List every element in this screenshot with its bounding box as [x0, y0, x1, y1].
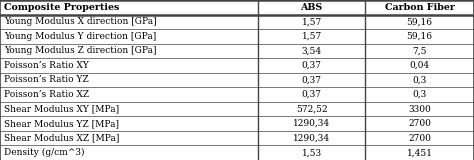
Bar: [365, 29, 474, 44]
Bar: [0, 44, 258, 58]
Text: 3300: 3300: [408, 105, 431, 114]
Text: 1290,34: 1290,34: [293, 134, 330, 143]
Text: 0,37: 0,37: [301, 76, 322, 84]
Bar: [258, 29, 365, 44]
Text: 0,3: 0,3: [412, 76, 427, 84]
Bar: [258, 44, 365, 58]
Bar: [258, 102, 365, 116]
Bar: [0, 102, 258, 116]
Bar: [365, 73, 474, 87]
Bar: [0, 0, 258, 15]
Bar: [0, 15, 258, 29]
Text: 1,451: 1,451: [407, 148, 432, 157]
Bar: [0, 116, 258, 131]
Text: 1,57: 1,57: [301, 17, 322, 26]
Bar: [0, 131, 258, 145]
Text: Composite Properties: Composite Properties: [4, 3, 119, 12]
Bar: [258, 116, 365, 131]
Text: 1,57: 1,57: [301, 32, 322, 41]
Bar: [0, 58, 258, 73]
Bar: [365, 116, 474, 131]
Bar: [365, 102, 474, 116]
Text: Density (g/cm^3): Density (g/cm^3): [4, 148, 84, 157]
Bar: [0, 87, 258, 102]
Bar: [365, 15, 474, 29]
Bar: [0, 145, 258, 160]
Text: Poisson’s Ratio XY: Poisson’s Ratio XY: [4, 61, 89, 70]
Text: 0,37: 0,37: [301, 90, 322, 99]
Text: Young Modulus Z direction [GPa]: Young Modulus Z direction [GPa]: [4, 46, 156, 55]
Text: 0,04: 0,04: [410, 61, 429, 70]
Bar: [0, 73, 258, 87]
Text: ABS: ABS: [301, 3, 323, 12]
Text: 0,37: 0,37: [301, 61, 322, 70]
Bar: [258, 145, 365, 160]
Bar: [365, 0, 474, 15]
Text: 59,16: 59,16: [407, 17, 432, 26]
Text: 0,3: 0,3: [412, 90, 427, 99]
Text: Carbon Fiber: Carbon Fiber: [384, 3, 455, 12]
Bar: [258, 0, 365, 15]
Bar: [365, 44, 474, 58]
Bar: [258, 87, 365, 102]
Text: 7,5: 7,5: [412, 46, 427, 55]
Text: Shear Modulus XY [MPa]: Shear Modulus XY [MPa]: [4, 105, 119, 114]
Text: 1,53: 1,53: [301, 148, 322, 157]
Text: Shear Modulus YZ [MPa]: Shear Modulus YZ [MPa]: [4, 119, 119, 128]
Text: 2700: 2700: [408, 134, 431, 143]
Text: 3,54: 3,54: [301, 46, 322, 55]
Text: Poisson’s Ratio YZ: Poisson’s Ratio YZ: [4, 76, 89, 84]
Text: 1290,34: 1290,34: [293, 119, 330, 128]
Text: Young Modulus X direction [GPa]: Young Modulus X direction [GPa]: [4, 17, 156, 26]
Bar: [258, 73, 365, 87]
Bar: [365, 145, 474, 160]
Text: 2700: 2700: [408, 119, 431, 128]
Bar: [258, 15, 365, 29]
Bar: [258, 131, 365, 145]
Text: Young Modulus Y direction [GPa]: Young Modulus Y direction [GPa]: [4, 32, 156, 41]
Text: Shear Modulus XZ [MPa]: Shear Modulus XZ [MPa]: [4, 134, 119, 143]
Text: 59,16: 59,16: [407, 32, 432, 41]
Bar: [258, 58, 365, 73]
Text: Poisson’s Ratio XZ: Poisson’s Ratio XZ: [4, 90, 89, 99]
Text: 572,52: 572,52: [296, 105, 328, 114]
Bar: [365, 131, 474, 145]
Bar: [365, 58, 474, 73]
Bar: [0, 29, 258, 44]
Bar: [365, 87, 474, 102]
